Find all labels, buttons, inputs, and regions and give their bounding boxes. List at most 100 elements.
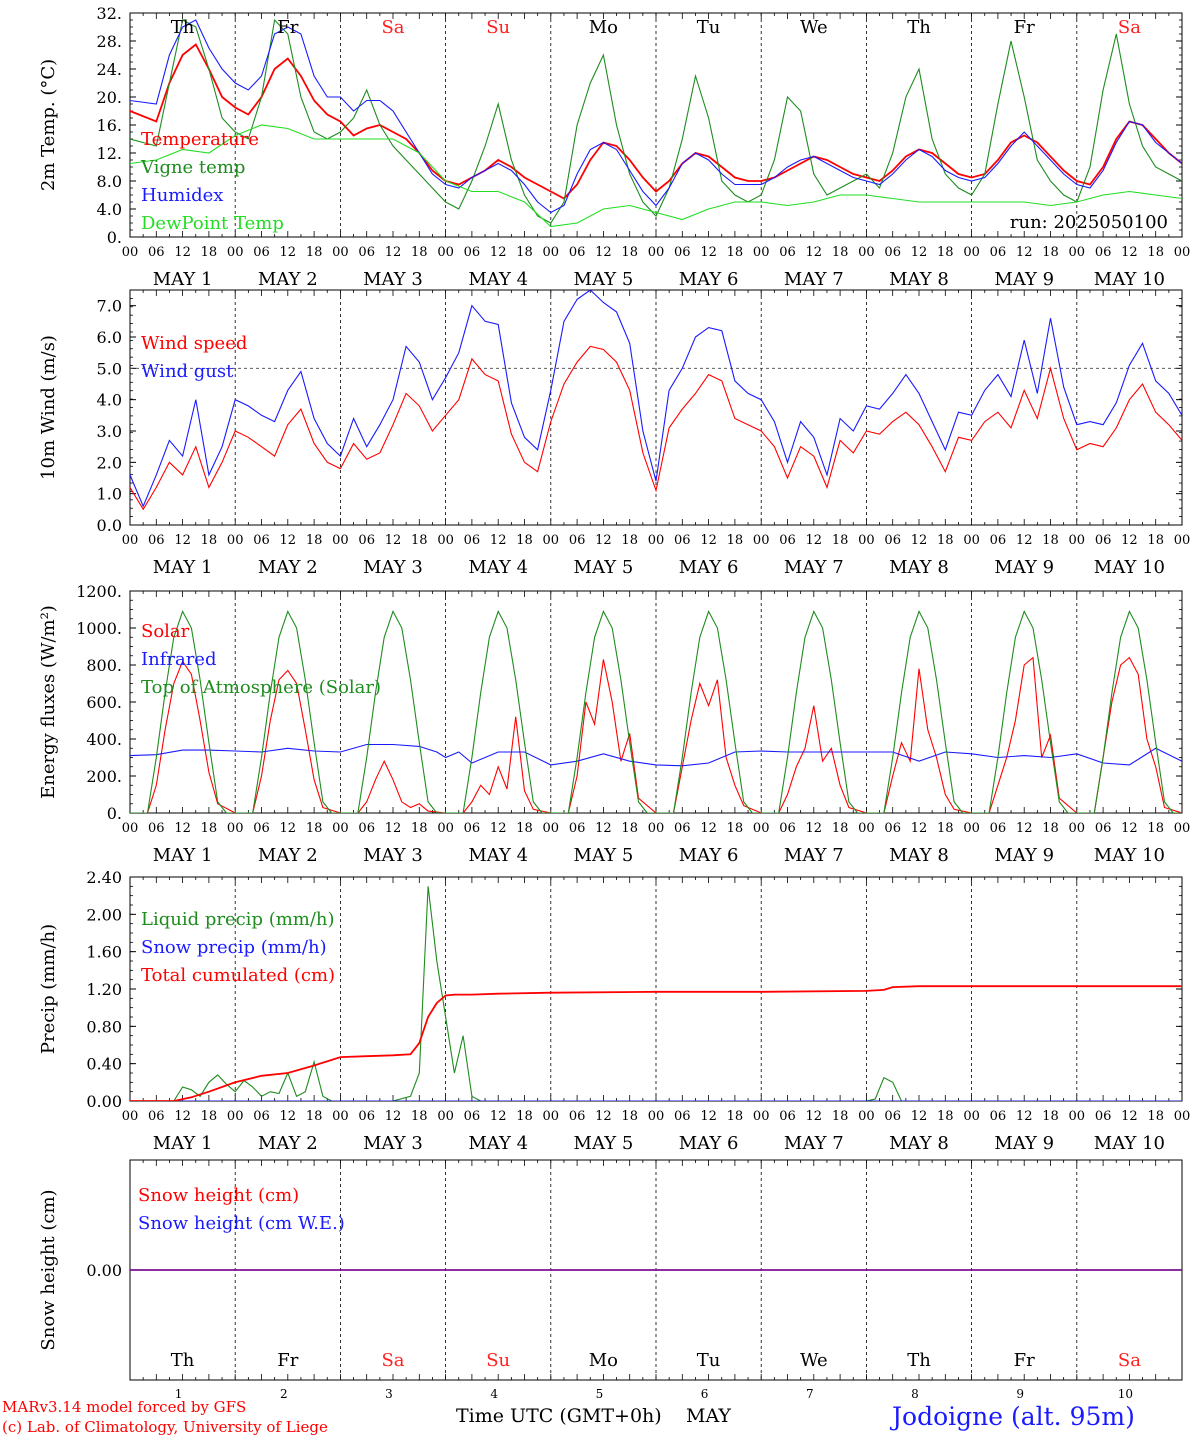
hour-label: 00 [437,821,454,836]
hour-label: 00 [1174,245,1191,260]
hour-label: 00 [227,1109,244,1124]
hour-label: 06 [1095,821,1112,836]
legend-entry: Liquid precip (mm/h) [141,909,335,930]
hour-label: 12 [280,1109,297,1124]
hour-label: 06 [148,533,165,548]
date-label: MAY 4 [468,1133,528,1154]
hour-label: 18 [832,533,849,548]
hour-label: 06 [358,533,375,548]
legend-entry: Total cumulated (cm) [141,965,335,986]
hour-label: 12 [595,533,612,548]
hour-label: 12 [174,821,191,836]
hour-label: 18 [516,245,533,260]
hour-label: 00 [1174,533,1191,548]
y-tick-label: 7.0 [97,297,122,316]
y-tick-label: 2.40 [86,868,122,887]
panel-4: 0.00 0.40 0.80 1.20 1.60 2.00 2.40 Precip (mm/h… [38,868,1190,1154]
hour-label: 00 [122,245,139,260]
hour-label: 00 [122,533,139,548]
date-label: MAY 8 [889,557,949,578]
hour-label: 18 [201,1109,218,1124]
hour-label: 12 [174,245,191,260]
hour-label: 18 [411,821,428,836]
hour-label: 12 [806,245,823,260]
legend-entry: Infrared [141,649,216,670]
date-label: MAY 4 [468,557,528,578]
hour-label: 12 [385,1109,402,1124]
y-tick-label: 0.0 [97,516,122,535]
hour-label: 06 [253,245,270,260]
date-label: MAY 7 [784,269,844,290]
y-axis-label: Energy fluxes (W/m²) [38,605,59,799]
y-tick-label: 4.0 [97,200,122,219]
y-tick-label: 24. [97,60,122,79]
date-label: MAY 10 [1094,269,1165,290]
hour-label: 12 [911,533,928,548]
hour-label: 06 [464,821,481,836]
date-label: MAY 6 [679,1133,739,1154]
hour-label: 18 [937,1109,954,1124]
hour-label: 06 [358,245,375,260]
hour-label: 00 [963,533,980,548]
y-axis-label: Precip (mm/h) [38,924,59,1054]
series-line-humidex [130,19,1182,214]
hour-label: 06 [779,821,796,836]
hour-label: 00 [1069,533,1086,548]
run-annotation: run: 2025050100 [1010,212,1168,233]
date-label: MAY 4 [468,269,528,290]
hour-label: 06 [148,821,165,836]
legend-entry: Snow precip (mm/h) [141,937,327,958]
hour-label: 18 [1147,533,1164,548]
hour-label: 00 [543,1109,560,1124]
y-tick-label: 20. [97,88,122,107]
date-label: MAY 5 [574,269,634,290]
date-label: MAY 6 [679,845,739,866]
bottom-day-label: Sa [1118,1350,1141,1371]
hour-label: 12 [385,245,402,260]
date-label: MAY 10 [1094,1133,1165,1154]
hour-label: 18 [306,533,323,548]
hour-label: 12 [385,533,402,548]
legend-entry: Temperature [141,129,259,150]
day-label: Sa [1118,17,1141,38]
series-line-top-of-atmosphere-solar- [130,610,1182,813]
day-label: Tu [697,17,721,38]
y-axis-label: 2m Temp. (°C) [38,59,59,191]
y-axis-label: 10m Wind (m/s) [38,335,59,480]
bottom-day-number: 8 [911,1387,919,1401]
hour-label: 06 [569,245,586,260]
hour-label: 12 [700,1109,717,1124]
hour-label: 12 [490,821,507,836]
date-label: MAY 7 [784,1133,844,1154]
hour-label: 06 [569,533,586,548]
hour-label: 18 [516,1109,533,1124]
footer-model: MARv3.14 model forced by GFS [2,1398,247,1416]
legend-entry: Top of Atmosphere (Solar) [141,677,381,698]
hour-label: 12 [911,821,928,836]
hour-label: 12 [1016,1109,1033,1124]
plot-frame [129,12,1183,238]
bottom-day-number: 9 [1016,1387,1024,1401]
bottom-day-label: Fr [1014,1350,1035,1371]
hour-label: 18 [306,245,323,260]
y-tick-label: 0.00 [86,1261,122,1280]
date-label: MAY 9 [994,269,1054,290]
hour-label: 00 [227,533,244,548]
hour-label: 00 [543,821,560,836]
hour-label: 18 [1042,245,1059,260]
hour-label: 00 [963,1109,980,1124]
date-label: MAY 8 [889,1133,949,1154]
hour-label: 06 [884,245,901,260]
y-tick-label: 12. [97,144,122,163]
hour-label: 12 [280,245,297,260]
hour-label: 18 [1042,1109,1059,1124]
bottom-day-label: Th [907,1350,931,1371]
hour-label: 00 [122,821,139,836]
bottom-day-number: 10 [1118,1387,1133,1401]
date-label: MAY 1 [153,1133,213,1154]
legend-entry: Humidex [141,185,223,206]
y-tick-label: 600. [86,693,122,712]
hour-label: 18 [621,533,638,548]
hour-label: 06 [253,1109,270,1124]
